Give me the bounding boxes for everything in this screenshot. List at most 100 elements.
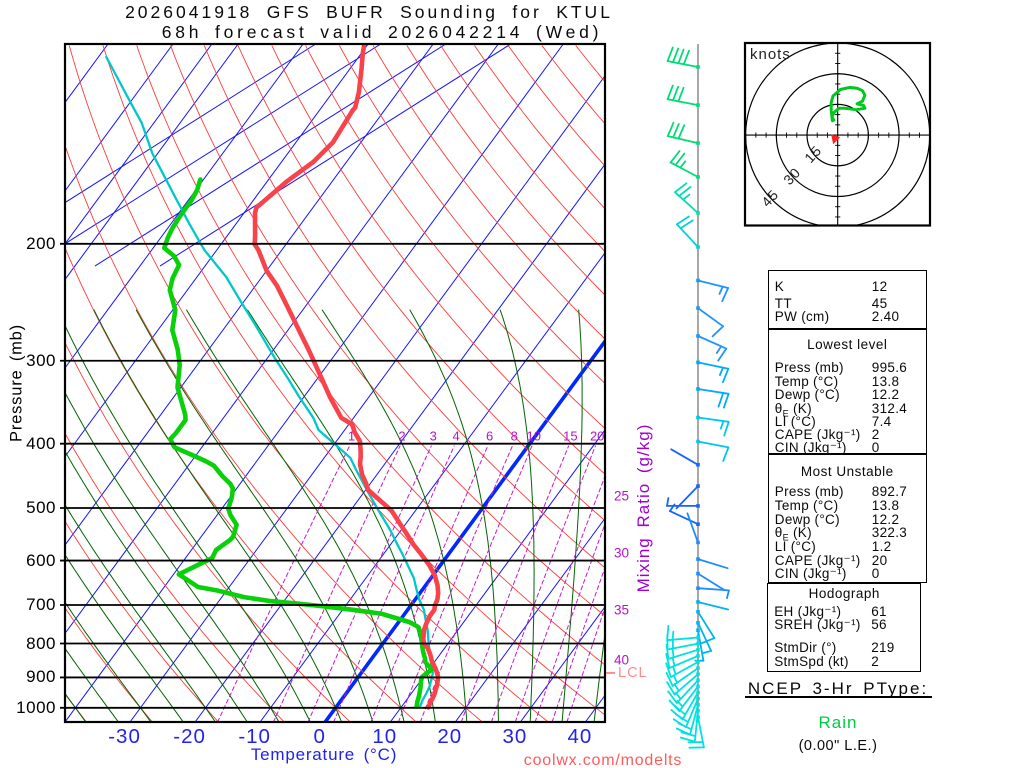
isotherm-upper-branch--30: [94, 44, 447, 267]
wind-barb-shaft: [686, 512, 699, 544]
mixing-ratio-right-label-35: 35: [614, 602, 630, 618]
ptype-heading: NCEP 3-Hr PType:: [747, 679, 929, 698]
pressure-tick-label-600: 600: [26, 550, 56, 570]
isotherm--70: [65, 44, 369, 458]
wind-barb-halftick: [669, 503, 676, 512]
pressure-tick-label-200: 200: [26, 233, 56, 253]
mixing-ratio-label-1: 1: [347, 428, 356, 444]
stats-row: PW (cm) 2.40: [775, 308, 922, 324]
isotherm--30: [129, 74, 605, 722]
wind-barb-tick: [665, 643, 670, 660]
mixing-ratio-label-6: 6: [486, 428, 494, 444]
wind-barb: [687, 716, 705, 749]
moist-adiabat--35: [65, 647, 120, 722]
stats-row-label: Temp (°C): [774, 373, 839, 389]
stats-row-label: CAPE (Jkg⁻¹): [774, 427, 861, 443]
mixing-ratio-label-4: 4: [452, 428, 460, 444]
stats-box-title: Most Unstable: [800, 463, 894, 479]
stats-row-label: θE (K): [774, 401, 812, 419]
temperature-tick-label-10: 10: [372, 724, 398, 748]
stats-row-value: 20: [871, 552, 888, 568]
wind-barb: [676, 215, 699, 248]
temperature-tick-label--20: -20: [173, 724, 206, 748]
wind-barb-tick: [717, 347, 728, 362]
moist-adiabat-10: [186, 309, 405, 722]
pressure-tick-label-900: 900: [26, 667, 56, 687]
wind-barb-tick: [677, 86, 685, 103]
stats-row-label: K: [774, 278, 785, 294]
wind-barb-tick: [723, 392, 730, 409]
mixing-ratio-line-1: [217, 445, 350, 722]
stats-row-label: Dewp (°C): [774, 386, 840, 402]
stats-row-label: θE (K): [774, 525, 812, 544]
wind-barb-shaft: [697, 279, 729, 289]
wind-barb-halftick: [702, 650, 712, 654]
wind-barb-tick: [677, 722, 693, 731]
wind-barb-halftick: [672, 665, 677, 676]
dry-adiabat-30: [68, 45, 549, 722]
wind-barb-shaft: [697, 440, 730, 449]
wind-barb-halftick: [726, 589, 730, 599]
pressure-tick-label-400: 400: [26, 433, 56, 453]
moist-adiabat-30: [499, 309, 535, 722]
wind-barb: [697, 416, 730, 437]
isotherm--10: [259, 251, 605, 722]
wind-barb-shaft: [697, 587, 730, 592]
dry-adiabat-160: [507, 45, 605, 167]
stats-row-value: 13.8: [871, 373, 900, 389]
mixing-ratio-line-3: [307, 445, 432, 722]
wind-barb-tick: [677, 124, 686, 140]
wind-barb-halftick: [671, 648, 675, 659]
stats-row-label: CIN (Jkg⁻¹): [774, 440, 847, 456]
wind-barb: [666, 121, 699, 144]
mixing-ratio-line-2: [273, 445, 401, 722]
wind-barb-tick: [674, 182, 688, 194]
hodograph-panel: [743, 41, 932, 227]
wind-barb-tick: [675, 713, 689, 723]
stats-row-label: Dewp (°C): [774, 511, 840, 527]
isotherm-lines: [65, 44, 605, 722]
pressure-tick-label-800: 800: [26, 633, 56, 653]
pressure-tick-label-700: 700: [26, 595, 56, 614]
wind-barb: [697, 601, 729, 611]
isotherm--60: [65, 44, 434, 546]
wind-barb-tick: [665, 662, 672, 678]
mixing-ratio-label-8: 8: [510, 428, 518, 444]
wind-barb-tick: [669, 150, 681, 164]
dry-adiabat-100: [305, 45, 605, 430]
dry-adiabat-70: [203, 45, 605, 569]
wind-barb-tick: [721, 287, 729, 303]
dry-adiabat-120: [372, 45, 605, 340]
stats-row-value: 2.40: [871, 308, 900, 324]
stats-box-most-unstable: Most Unstable Press (mb) 892.7 Temp (°C) 13.…: [767, 454, 927, 583]
stats-box-title: Lowest level: [807, 337, 888, 353]
dry-adiabat-150: [474, 45, 605, 210]
stats-row: TT 45: [774, 295, 922, 311]
isotherm-20: [454, 517, 605, 722]
stats-row-label: SREH (Jkg⁻¹): [774, 617, 861, 633]
wind-barb: [665, 643, 699, 660]
wind-barb-tick: [666, 121, 675, 137]
stats-row-label: TT: [774, 295, 792, 311]
stats-row-label: LI (°C): [774, 414, 817, 430]
wind-barb-halftick: [672, 674, 678, 684]
wind-barb-shaft: [697, 572, 726, 591]
skewt-plot-area: [65, 44, 605, 722]
stats-box-indices: K 12 TT 45 PW (cm) 2.40: [767, 270, 927, 329]
moist-adiabat-lines: [65, 309, 605, 722]
stats-row-label: LI (°C): [774, 538, 817, 554]
wind-barb: [666, 46, 699, 68]
stats-row: CIN (Jkg⁻¹) 0: [775, 566, 922, 581]
wind-barb-shaft: [697, 621, 712, 652]
wind-barb-halftick: [682, 193, 691, 201]
stats-row: StmSpd (kt) 2: [774, 654, 916, 669]
isotherm--20: [194, 163, 605, 722]
stats-row-label: StmDir (°): [774, 640, 837, 656]
wind-barb: [697, 440, 730, 462]
wind-barb-shaft: [697, 629, 705, 662]
wind-barb-halftick: [679, 160, 687, 169]
wind-barb: [675, 485, 699, 510]
dry-adiabat-0: [65, 341, 351, 722]
stats-box-lowest-level: Lowest level Press (mb) 995.6 Temp (°C) 13.8…: [767, 329, 927, 456]
wetbulb-profile-line: [105, 55, 434, 708]
